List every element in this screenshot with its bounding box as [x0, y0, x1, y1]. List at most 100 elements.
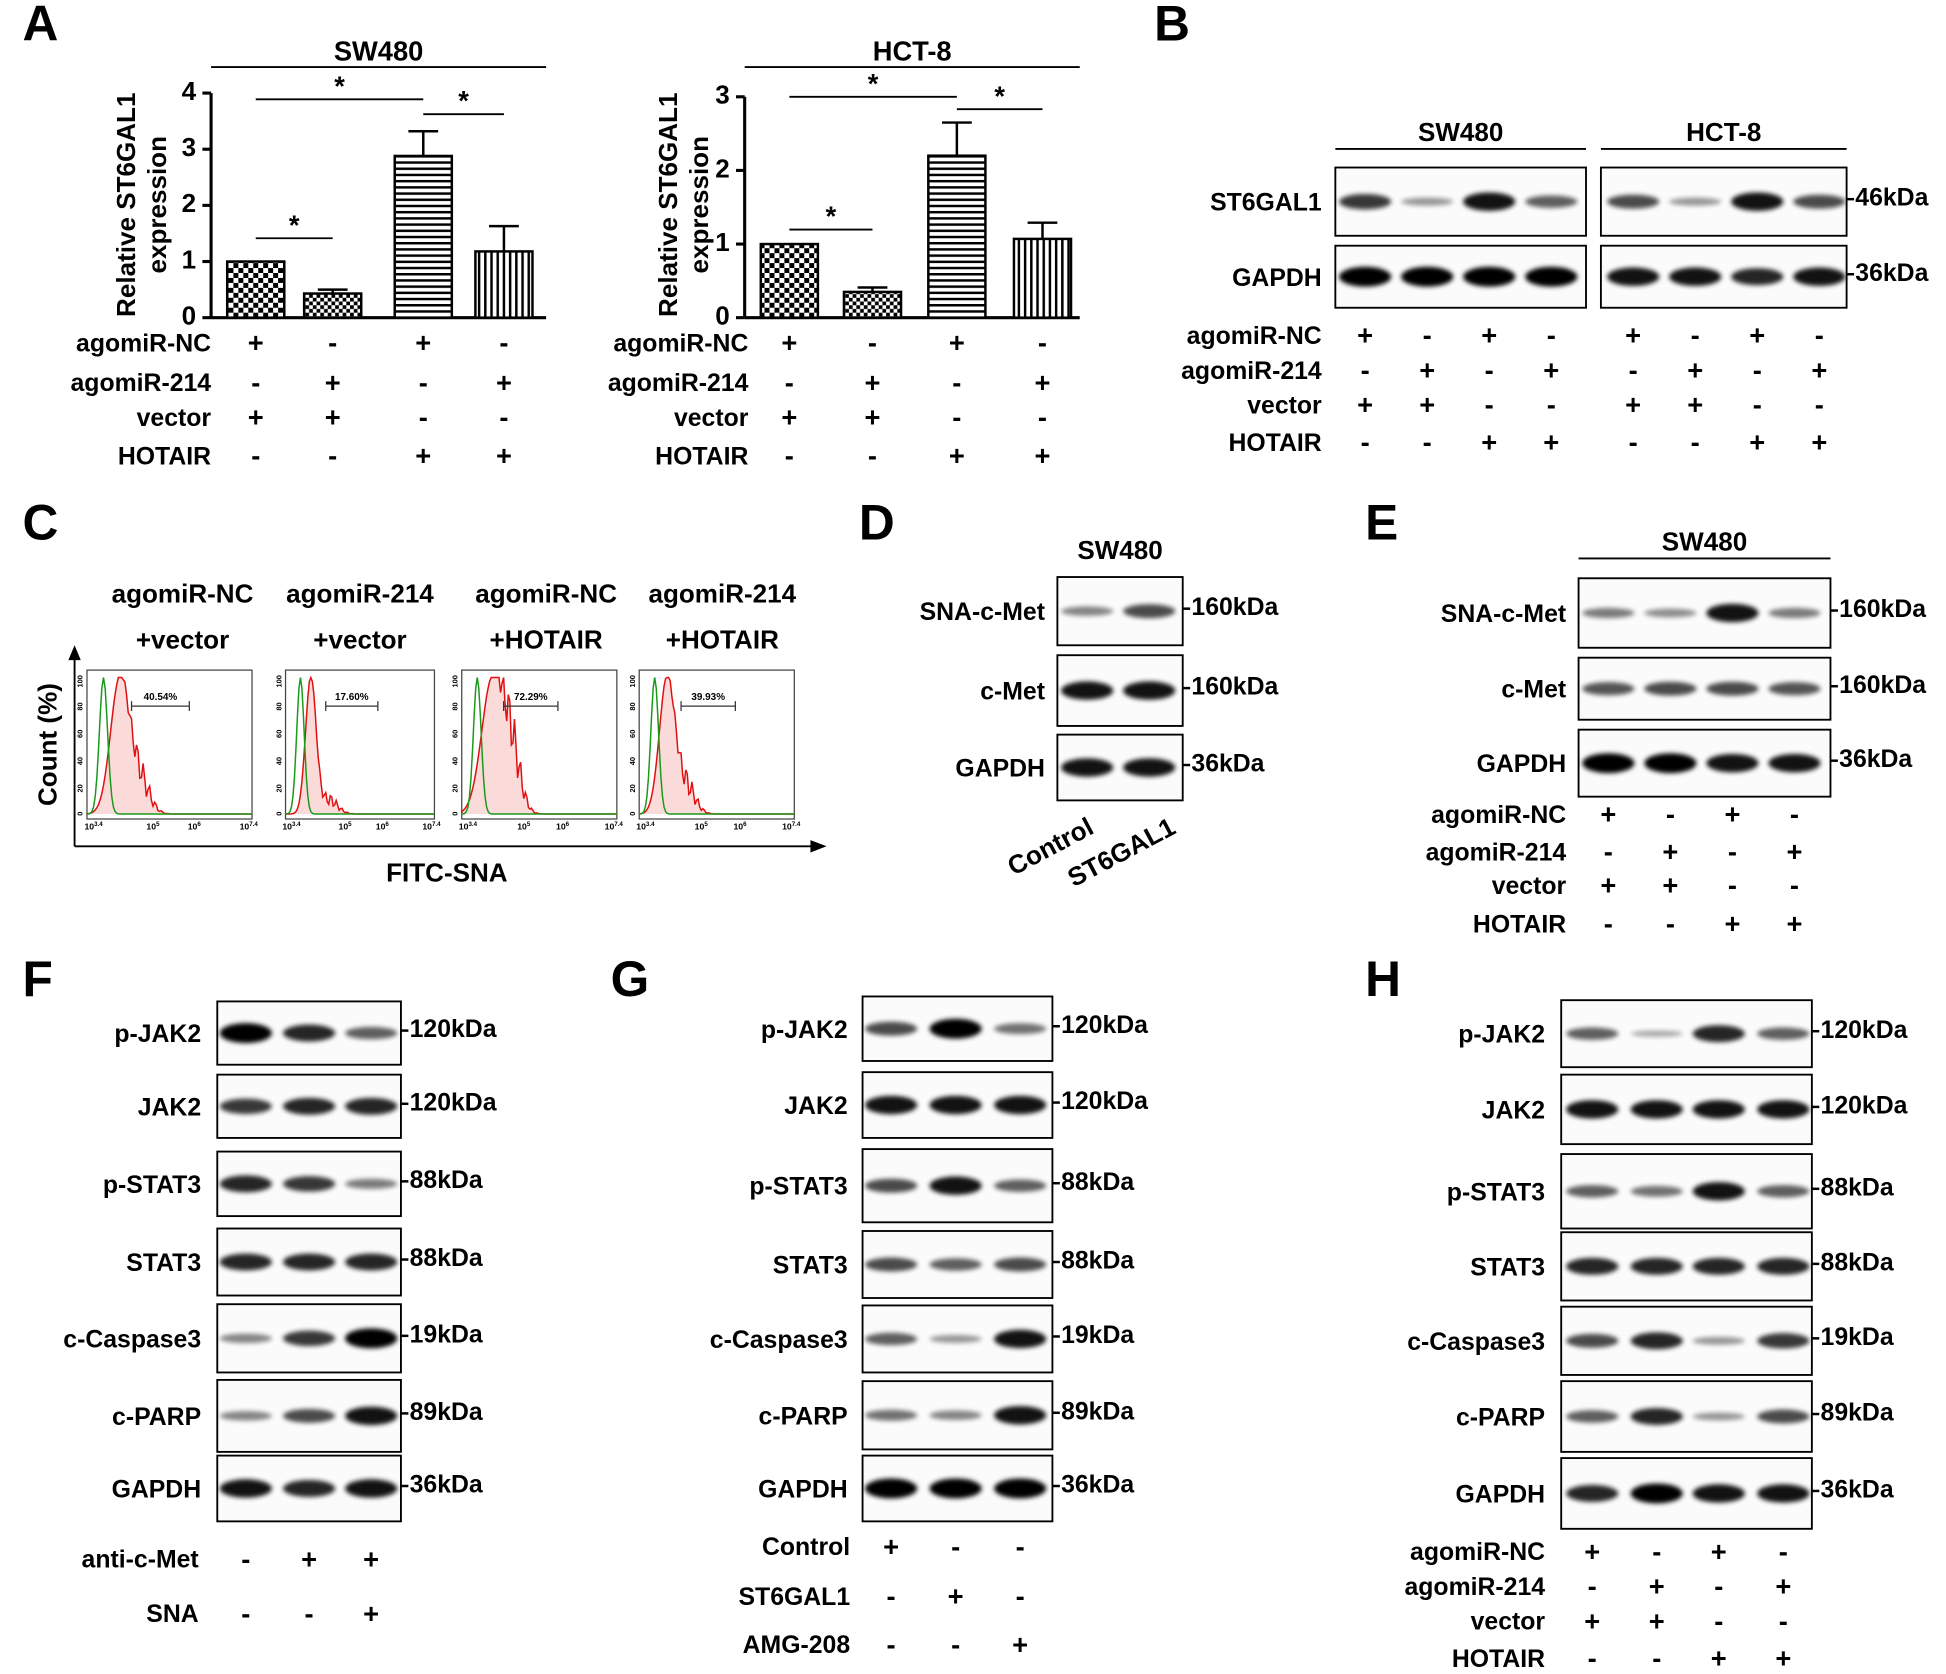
- column-header: agomiR-NC: [475, 579, 617, 609]
- size-marker: 160kDa: [1191, 594, 1278, 621]
- significance-mark: *: [334, 70, 345, 101]
- y-tick-label: 0: [451, 812, 460, 816]
- condition-sign: -: [1485, 354, 1494, 385]
- y-tick-label: 40: [628, 757, 637, 765]
- error-bar: [408, 130, 439, 156]
- condition-name: agomiR-214: [71, 370, 212, 397]
- band: [345, 1479, 398, 1498]
- condition-sign: +: [948, 1581, 964, 1612]
- condition-sign: +: [781, 402, 797, 433]
- protein-name: STAT3: [1470, 1254, 1545, 1281]
- band: [1566, 1485, 1619, 1502]
- band: [283, 1176, 336, 1192]
- condition-name: agomiR-NC: [76, 331, 211, 358]
- band: [929, 1258, 982, 1271]
- protein-name: c-Caspase3: [63, 1326, 201, 1353]
- condition-sign: +: [1649, 1605, 1665, 1636]
- condition-name: HOTAIR: [655, 443, 748, 470]
- condition-sign: -: [328, 440, 337, 471]
- size-marker: 89kDa: [410, 1399, 483, 1426]
- protein-name: p-STAT3: [749, 1174, 847, 1201]
- condition-sign: -: [785, 440, 794, 471]
- condition-sign: -: [1547, 389, 1556, 420]
- band: [1339, 193, 1392, 210]
- condition-name: vector: [1492, 873, 1567, 900]
- x-tick-label: 107.4: [240, 821, 259, 832]
- tick-base: 10: [733, 822, 743, 832]
- x-tick-label: 106: [556, 821, 570, 832]
- condition-name: anti-c-Met: [82, 1547, 199, 1574]
- tick-exponent: 6: [385, 821, 389, 828]
- condition-sign: +: [1749, 320, 1765, 351]
- band: [1582, 607, 1635, 619]
- x-tick-label: 105: [517, 821, 531, 832]
- condition-name: SNA: [146, 1601, 198, 1628]
- condition-sign: -: [868, 327, 877, 358]
- condition-name: vector: [674, 405, 749, 432]
- band: [219, 1479, 272, 1498]
- band: [219, 1175, 272, 1193]
- band: [1793, 194, 1846, 209]
- condition-name: vector: [1247, 393, 1322, 420]
- condition-name: vector: [1471, 1609, 1546, 1636]
- protein-name: c-PARP: [759, 1403, 848, 1430]
- band: [1401, 266, 1454, 287]
- condition-sign: -: [1588, 1643, 1597, 1674]
- condition-sign: +: [1035, 367, 1051, 398]
- band: [929, 1095, 982, 1115]
- condition-sign: +: [301, 1543, 317, 1574]
- condition-sign: -: [952, 402, 961, 433]
- band: [1669, 267, 1722, 286]
- protein-name: c-Caspase3: [710, 1327, 848, 1354]
- band: [1692, 1025, 1745, 1043]
- group-title: SW480: [1662, 526, 1747, 556]
- error-bar: [489, 224, 519, 252]
- band: [865, 1178, 918, 1193]
- band: [345, 1406, 398, 1426]
- condition-sign: +: [865, 402, 881, 433]
- condition-sign: +: [325, 367, 341, 398]
- band: [865, 1332, 918, 1346]
- x-tick-label: 106: [733, 821, 747, 832]
- tick-exponent: 3.4: [468, 821, 477, 828]
- condition-name: vector: [137, 405, 212, 432]
- y-tick-label: 80: [451, 702, 460, 710]
- condition-sign: +: [1787, 908, 1803, 939]
- condition-sign: -: [1423, 320, 1432, 351]
- x-tick-label: 105: [695, 821, 709, 832]
- panel-letter: E: [1365, 494, 1398, 550]
- band: [1630, 1030, 1683, 1037]
- x-tick-label: 107.4: [605, 821, 624, 832]
- column-header: +vector: [136, 624, 229, 654]
- protein-name: GAPDH: [1232, 265, 1322, 292]
- condition-sign: -: [1714, 1605, 1723, 1636]
- band: [1706, 603, 1759, 623]
- y-tick-label: 60: [76, 730, 85, 738]
- condition-sign: -: [1728, 869, 1737, 900]
- condition-sign: -: [1361, 426, 1370, 457]
- size-marker: 120kDa: [1821, 1092, 1908, 1119]
- band: [1692, 1336, 1745, 1345]
- condition-name: HOTAIR: [1452, 1646, 1545, 1673]
- x-tick-label: 103.4: [636, 821, 655, 832]
- band: [865, 1409, 918, 1421]
- band: [994, 1179, 1047, 1192]
- band: [345, 1178, 398, 1189]
- band: [345, 1026, 398, 1040]
- chart-title: HCT-8: [873, 36, 952, 67]
- tick-base: 10: [695, 822, 705, 832]
- bar: [225, 260, 286, 319]
- condition-sign: -: [1779, 1605, 1788, 1636]
- condition-name: agomiR-NC: [1410, 1539, 1545, 1566]
- band: [1644, 608, 1697, 618]
- band: [865, 1478, 918, 1499]
- tick-base: 10: [422, 822, 432, 832]
- size-marker: 19kDa: [410, 1321, 483, 1348]
- condition-sign: -: [328, 327, 337, 358]
- condition-sign: -: [1691, 320, 1700, 351]
- size-marker: 88kDa: [1061, 1248, 1134, 1275]
- condition-sign: -: [951, 1531, 960, 1562]
- band: [994, 1478, 1047, 1499]
- band: [1644, 753, 1697, 774]
